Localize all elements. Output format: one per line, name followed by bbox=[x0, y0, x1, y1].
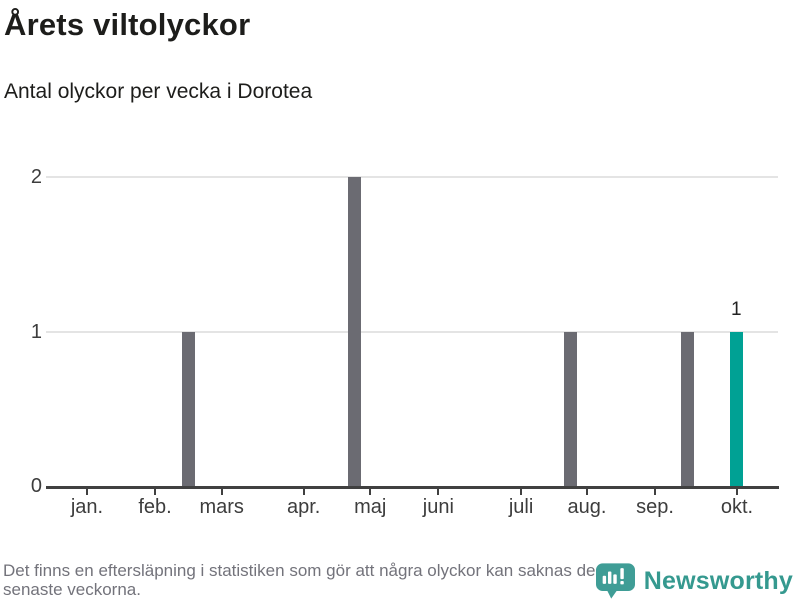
x-axis-line bbox=[46, 486, 779, 489]
x-axis-month-label: mars bbox=[199, 496, 244, 518]
bar bbox=[681, 331, 694, 486]
bar bbox=[564, 331, 577, 486]
x-axis-month-label: okt. bbox=[720, 496, 754, 518]
bar-chart: 0 1 2 1 jan. feb. mars apr. maj juni juli aug. sep. o… bbox=[30, 166, 779, 518]
x-axis-month-label: juni bbox=[422, 496, 454, 518]
x-axis-tick bbox=[220, 488, 223, 495]
x-axis-tick bbox=[154, 488, 157, 495]
x-axis-tick bbox=[520, 488, 523, 495]
x-axis-month-label: juli bbox=[508, 496, 534, 518]
bar bbox=[182, 331, 195, 486]
x-axis-tick bbox=[302, 488, 305, 495]
gridline-y-1 bbox=[46, 330, 778, 333]
x-axis-month-label: maj bbox=[354, 496, 387, 518]
y-axis-tick-label: 2 bbox=[30, 166, 42, 188]
x-axis-tick bbox=[654, 488, 657, 495]
chart-title: Årets viltolyckor bbox=[4, 7, 251, 42]
x-axis-tick bbox=[585, 488, 588, 495]
x-axis-month-label: apr. bbox=[286, 496, 321, 518]
x-axis-tick bbox=[369, 488, 372, 495]
y-axis-tick-label: 1 bbox=[30, 320, 42, 343]
x-axis-month-label: jan. bbox=[70, 496, 104, 518]
newsworthy-icon bbox=[595, 563, 635, 599]
x-axis-tick bbox=[85, 488, 88, 495]
x-axis-tick bbox=[736, 488, 738, 495]
newsworthy-logo[interactable]: Newsworthy bbox=[595, 562, 793, 600]
bar bbox=[730, 331, 743, 486]
bar bbox=[348, 177, 361, 486]
chart-subtitle: Antal olyckor per vecka i Dorotea bbox=[4, 80, 313, 103]
footnote-text: Det finns en eftersläpning i statistiken… bbox=[3, 561, 596, 599]
y-axis-tick-label: 0 bbox=[30, 475, 42, 497]
x-axis-month-label: sep. bbox=[636, 496, 674, 518]
bar-value-label: 1 bbox=[730, 298, 742, 320]
gridline-y-2 bbox=[46, 176, 778, 178]
x-axis-month-label: aug. bbox=[567, 496, 607, 518]
x-axis-tick bbox=[437, 488, 440, 495]
newsworthy-wordmark: Newsworthy bbox=[643, 566, 793, 595]
x-axis-month-label: feb. bbox=[138, 496, 172, 518]
